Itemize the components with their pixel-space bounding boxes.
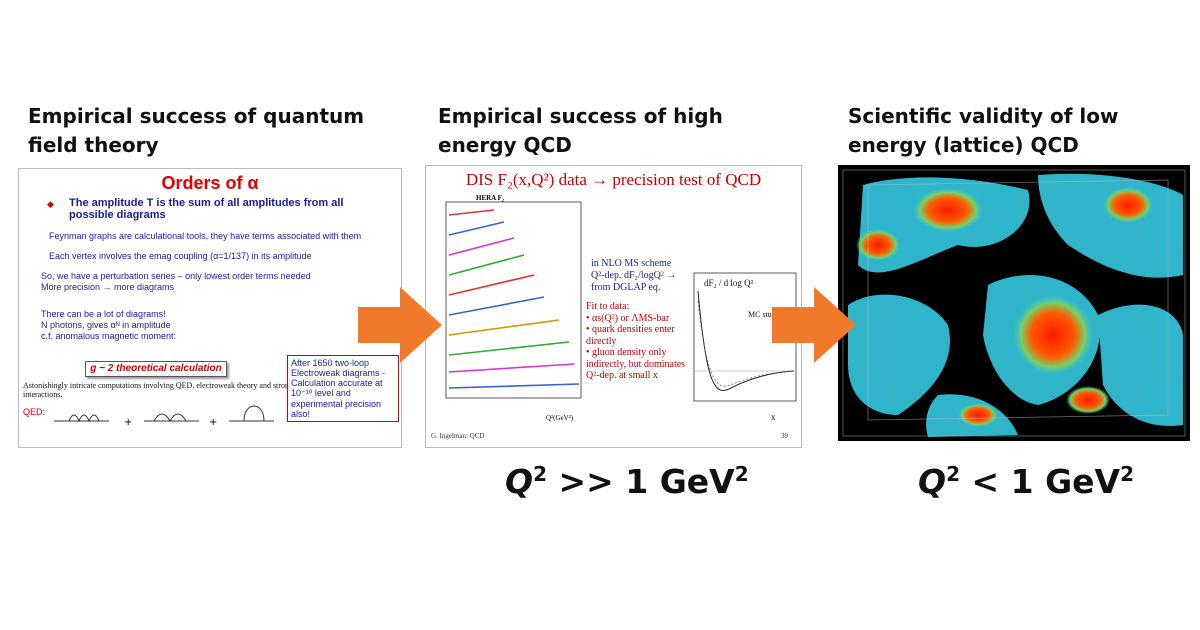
- plot-title: HERA F₂: [476, 194, 504, 202]
- fit-item: • quark densities enter directly: [586, 324, 675, 347]
- lattice-render: [838, 165, 1190, 441]
- exp: 2: [1120, 462, 1134, 486]
- box-title: g − 2 theoretical calculation: [85, 361, 227, 377]
- energy-label: Q2 < 1 GeV2: [918, 462, 1134, 501]
- fit-title: Fit to data:: [586, 301, 630, 312]
- fit-item-text: gluon density only indirectly, but domin…: [586, 347, 686, 381]
- panel-title: Scientific validity of low energy (latti…: [848, 104, 1119, 186]
- panel-title: Empirical success of quantum field theor…: [28, 104, 365, 157]
- panel-title: Empirical success of high energy QCD: [438, 104, 723, 157]
- arrow: [358, 287, 442, 363]
- exp: 2: [533, 462, 547, 486]
- slide-caption: Astonishingly intricate computations inv…: [23, 381, 293, 399]
- scheme-line: from DGLAP eq.: [591, 282, 661, 293]
- slide-line: Each vertex involves the emag coupling (…: [49, 251, 312, 261]
- exp: 2: [946, 462, 960, 486]
- exp: 2: [734, 462, 749, 486]
- slide-line: Feynman graphs are calculational tools, …: [49, 231, 362, 241]
- slide-page: 39: [781, 432, 788, 440]
- slide-line: There can be a lot of diagrams!: [41, 309, 166, 319]
- slide-qft: Orders of α ◆ The amplitude T is the sum…: [18, 168, 402, 448]
- plot-figure: [445, 201, 582, 399]
- relation: < 1 GeV: [959, 462, 1121, 501]
- inset-xlabel: x: [771, 412, 776, 422]
- svg-text:+: +: [124, 417, 132, 428]
- scheme-line: in NLO MS scheme: [591, 258, 672, 269]
- slide-qcd: DIS F₂(x,Q²) data → precision test of QC…: [425, 165, 802, 448]
- slide-line: c.f. anomalous magnetic moment:: [41, 331, 177, 341]
- feynman-diagrams: + +: [54, 405, 274, 428]
- slide-line: So, we have a perturbation series – only…: [41, 271, 311, 281]
- slide-line: N photons, gives αᴺ in amplitude: [41, 320, 171, 330]
- qed-label: QED:: [23, 407, 46, 417]
- slide-bullet: The amplitude T is the sum of all amplit…: [69, 197, 344, 221]
- inset-note: MC study: [748, 310, 780, 319]
- slide-title: DIS F₂(x,Q²) data → precision test of QC…: [465, 170, 762, 189]
- q: Q: [918, 462, 947, 501]
- relation: >> 1 GeV: [546, 462, 735, 501]
- bullet-icon: ◆: [47, 200, 54, 210]
- note-box: After 1650 two-loop Electroweak diagrams…: [287, 355, 399, 422]
- q: Q: [505, 462, 534, 501]
- svg-text:+: +: [209, 417, 217, 428]
- energy-label: Q2 >> 1 GeV2: [505, 462, 749, 501]
- slide-footer: G. Ingelman: QCD: [431, 432, 485, 440]
- plot-xlabel: Q²(GeV²): [546, 414, 574, 422]
- fit-item: • αs(Q²) or ΛMS-bar: [586, 312, 670, 324]
- slide-line: More precision → more diagrams: [41, 282, 175, 292]
- fit-text: Fit to data: • αs(Q²) or ΛMS-bar • quark…: [586, 301, 686, 382]
- fit-item: • gluon density only indirectly, but dom…: [586, 347, 686, 381]
- inset-label: dF₂ / d log Q²: [704, 278, 754, 288]
- fit-item-text: quark densities enter directly: [586, 324, 675, 347]
- scheme-text: in NLO MS scheme Q²-dep. dF₂/logQ² → fro…: [591, 258, 676, 294]
- fit-item-text: αs(Q²) or ΛMS-bar: [592, 312, 670, 324]
- arrow: [772, 287, 856, 363]
- slide-title: Orders of α: [161, 173, 259, 193]
- scheme-line: Q²-dep. dF₂/logQ² →: [591, 270, 677, 281]
